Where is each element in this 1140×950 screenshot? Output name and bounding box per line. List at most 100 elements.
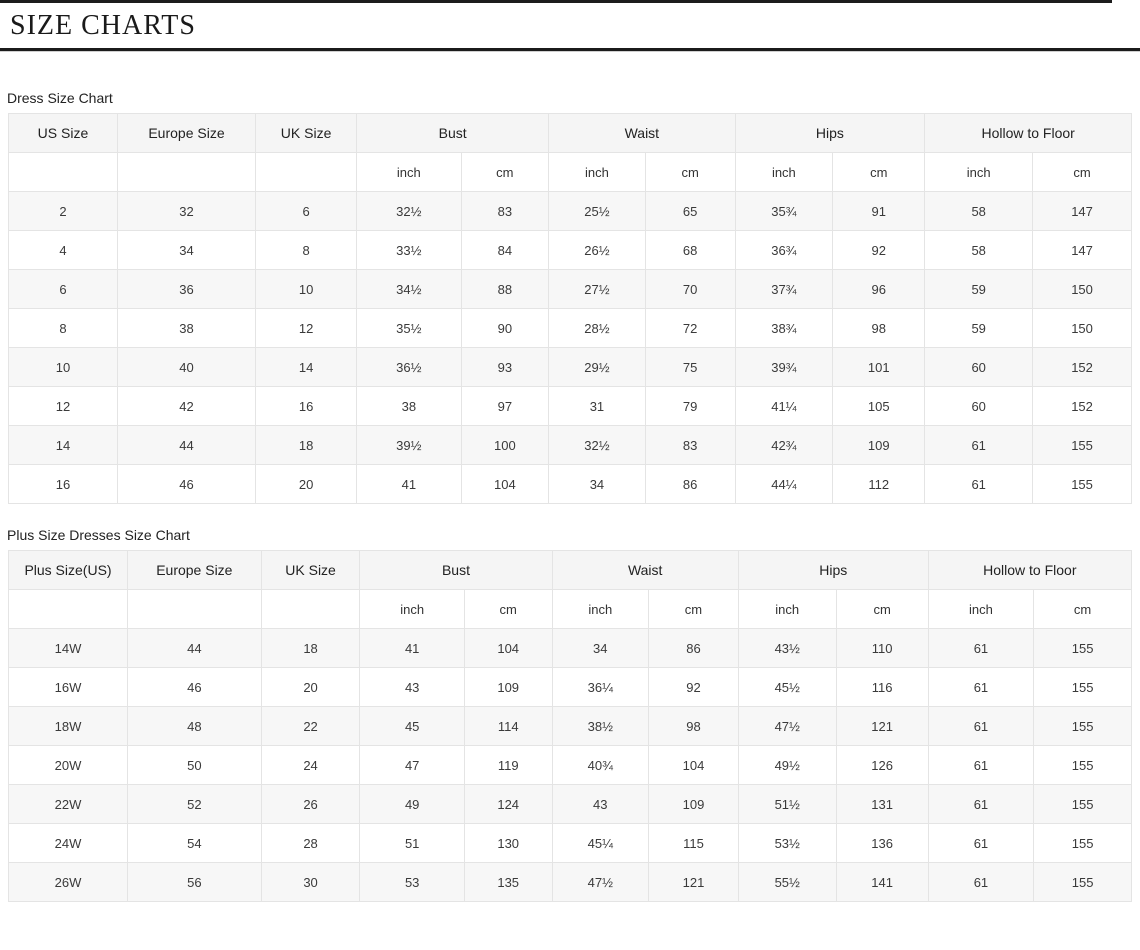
table-cell: 42¾ (734, 425, 834, 465)
table-row: 22W 52 26 49 124 43 109 51½ 131 61 155 (7, 784, 1132, 824)
table-cell: 45½ (737, 667, 837, 707)
header-row: Plus Size(US) Europe Size UK Size Bust W… (7, 550, 1133, 590)
table-cell: 12 (255, 308, 358, 348)
table-cell: 121 (835, 706, 929, 746)
table-cell: 114 (463, 706, 553, 746)
col-header-bust: Bust (356, 113, 550, 153)
unit-inch: inch (924, 152, 1034, 192)
unit-inch: inch (737, 589, 837, 629)
table-cell: 86 (648, 628, 739, 668)
table-cell: 155 (1033, 628, 1132, 668)
plus-chart-label: Plus Size Dresses Size Chart (7, 527, 190, 543)
table-cell: 40¾ (551, 745, 650, 785)
table-cell: 105 (832, 386, 926, 426)
table-cell: 61 (927, 784, 1035, 824)
table-cell: 136 (835, 823, 929, 863)
table-cell: 27½ (548, 269, 646, 309)
table-cell: 20 (260, 667, 361, 707)
table-cell: 152 (1032, 386, 1132, 426)
table-cell: 18 (260, 628, 361, 668)
table-cell: 86 (644, 464, 736, 504)
table-cell: 47 (359, 745, 465, 785)
table-cell: 35½ (356, 308, 462, 348)
table-cell: 59 (924, 269, 1034, 309)
table-cell: 8 (8, 308, 118, 348)
empty-cell (7, 589, 129, 629)
table-cell: 41¼ (734, 386, 834, 426)
table-cell: 121 (648, 862, 739, 902)
table-cell: 26W (7, 862, 129, 902)
table-cell: 12 (8, 386, 118, 426)
empty-cell (8, 152, 118, 192)
table-cell: 147 (1032, 230, 1132, 270)
table-cell: 65 (644, 191, 736, 231)
table-cell: 101 (832, 347, 926, 387)
unit-cm: cm (835, 589, 929, 629)
table-row: 16W 46 20 43 109 36¼ 92 45½ 116 61 155 (7, 667, 1132, 707)
table-cell: 16 (8, 464, 118, 504)
table-cell: 155 (1033, 862, 1132, 902)
table-row: 6 36 10 34½ 88 27½ 70 37¾ 96 59 150 (8, 269, 1132, 309)
table-cell: 25½ (548, 191, 646, 231)
table-cell: 10 (255, 269, 358, 309)
table-cell: 53½ (737, 823, 837, 863)
unit-cm: cm (1032, 152, 1132, 192)
table-cell: 40 (116, 347, 257, 387)
table-row: 2 32 6 32½ 83 25½ 65 35¾ 91 58 147 (8, 191, 1132, 231)
page-title: SIZE CHARTS (10, 10, 196, 41)
empty-cell (116, 152, 257, 192)
table-cell: 104 (648, 745, 739, 785)
table-row: 14W 44 18 41 104 34 86 43½ 110 61 155 (7, 628, 1132, 668)
top-border-strip (0, 0, 1112, 3)
col-header-hips: Hips (734, 113, 926, 153)
table-cell: 109 (463, 667, 553, 707)
table-cell: 41 (359, 628, 465, 668)
table-cell: 39½ (356, 425, 462, 465)
unit-cm: cm (1033, 589, 1132, 629)
table-cell: 38½ (551, 706, 650, 746)
header-row: US Size Europe Size UK Size Bust Waist H… (8, 113, 1132, 153)
table-cell: 33½ (356, 230, 462, 270)
table-cell: 150 (1032, 308, 1132, 348)
table-cell: 126 (835, 745, 929, 785)
table-cell: 70 (644, 269, 736, 309)
table-cell: 26 (260, 784, 361, 824)
table-cell: 55½ (737, 862, 837, 902)
table-cell: 50 (127, 745, 262, 785)
unit-inch: inch (927, 589, 1035, 629)
table-cell: 155 (1032, 464, 1132, 504)
table-cell: 135 (463, 862, 553, 902)
table-cell: 24W (7, 823, 129, 863)
table-cell: 38 (356, 386, 462, 426)
empty-cell (260, 589, 361, 629)
table-cell: 14 (8, 425, 118, 465)
unit-cm: cm (460, 152, 550, 192)
table-cell: 130 (463, 823, 553, 863)
table-cell: 61 (927, 823, 1035, 863)
table-cell: 6 (255, 191, 358, 231)
table-cell: 98 (648, 706, 739, 746)
table-cell: 32 (116, 191, 257, 231)
table-cell: 44¼ (734, 464, 834, 504)
dress-size-table: US Size Europe Size UK Size Bust Waist H… (8, 113, 1132, 504)
table-cell: 8 (255, 230, 358, 270)
col-header-uk-size: UK Size (260, 550, 361, 590)
empty-cell (255, 152, 358, 192)
table-cell: 41 (356, 464, 462, 504)
table-cell: 45 (359, 706, 465, 746)
table-cell: 104 (463, 628, 553, 668)
table-row: 14 44 18 39½ 100 32½ 83 42¾ 109 61 155 (8, 425, 1132, 465)
table-cell: 34½ (356, 269, 462, 309)
col-header-uk-size: UK Size (255, 113, 358, 153)
unit-inch: inch (734, 152, 834, 192)
title-divider (0, 48, 1140, 52)
table-row: 4 34 8 33½ 84 26½ 68 36¾ 92 58 147 (8, 230, 1132, 270)
table-cell: 115 (648, 823, 739, 863)
table-cell: 16W (7, 667, 129, 707)
units-row: inch cm inch cm inch cm inch cm (8, 152, 1132, 192)
table-cell: 92 (832, 230, 926, 270)
table-row: 12 42 16 38 97 31 79 41¼ 105 60 152 (8, 386, 1132, 426)
table-cell: 98 (832, 308, 926, 348)
units-row: inch cm inch cm inch cm inch cm (7, 589, 1132, 629)
unit-cm: cm (644, 152, 736, 192)
